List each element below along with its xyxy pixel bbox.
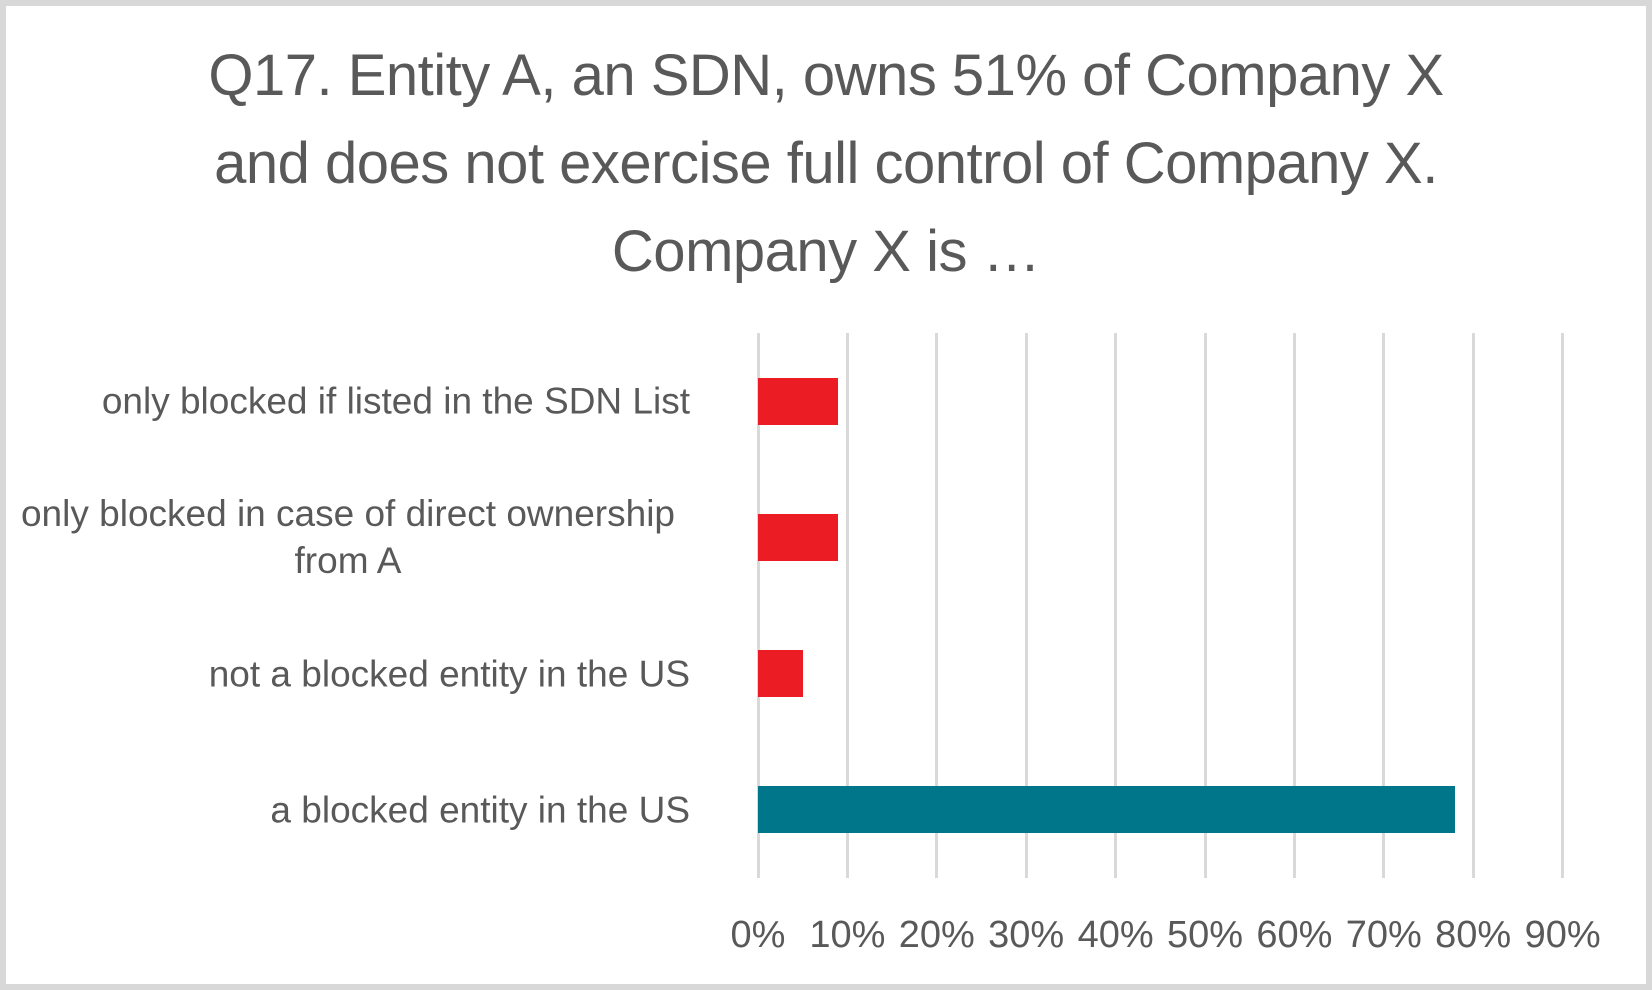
x-tick-label: 10% bbox=[809, 914, 886, 956]
chart-title-line-3: Company X is … bbox=[611, 219, 1041, 284]
category-label: a blocked entity in the US bbox=[270, 789, 690, 831]
gridline bbox=[1292, 333, 1296, 878]
chart-title-line-1: Q17. Entity A, an SDN, owns 51% of Compa… bbox=[208, 43, 1444, 108]
gridline bbox=[1203, 333, 1207, 878]
gridline bbox=[1024, 333, 1028, 878]
gridline bbox=[1471, 333, 1475, 878]
x-tick-label: 80% bbox=[1435, 914, 1512, 956]
category-label: only blocked if listed in the SDN List bbox=[101, 380, 690, 422]
gridline bbox=[1382, 333, 1386, 878]
gridline bbox=[1114, 333, 1118, 878]
chart-bar bbox=[758, 513, 839, 561]
x-tick-label: 20% bbox=[898, 914, 975, 956]
x-tick-label: 60% bbox=[1256, 914, 1333, 956]
x-tick-label: 0% bbox=[730, 914, 786, 956]
chart-title-line-2: and does not exercise full control of Co… bbox=[214, 131, 1438, 196]
x-tick-label: 50% bbox=[1166, 914, 1244, 956]
x-tick-label: 30% bbox=[988, 914, 1065, 956]
x-tick-label: 90% bbox=[1524, 914, 1601, 956]
category-label: not a blocked entity in the US bbox=[208, 653, 690, 695]
gridline bbox=[1561, 333, 1565, 878]
category-label: only blocked in case of direct ownership… bbox=[20, 493, 676, 582]
chart-title: Q17. Entity A, an SDN, owns 51% of Compa… bbox=[6, 32, 1646, 296]
chart-bar bbox=[758, 786, 1456, 834]
x-tick-label: 40% bbox=[1077, 914, 1154, 956]
x-tick-label: 70% bbox=[1345, 914, 1422, 956]
gridline bbox=[756, 333, 760, 878]
gridline bbox=[935, 333, 939, 878]
gridline bbox=[845, 333, 849, 878]
plot-area: 0% 10% 20% 30% 40% 50% 60% 70% 80% 90% only blocke… bbox=[6, 6, 1646, 984]
chart-bar bbox=[758, 650, 803, 698]
chart-bar bbox=[758, 377, 839, 425]
